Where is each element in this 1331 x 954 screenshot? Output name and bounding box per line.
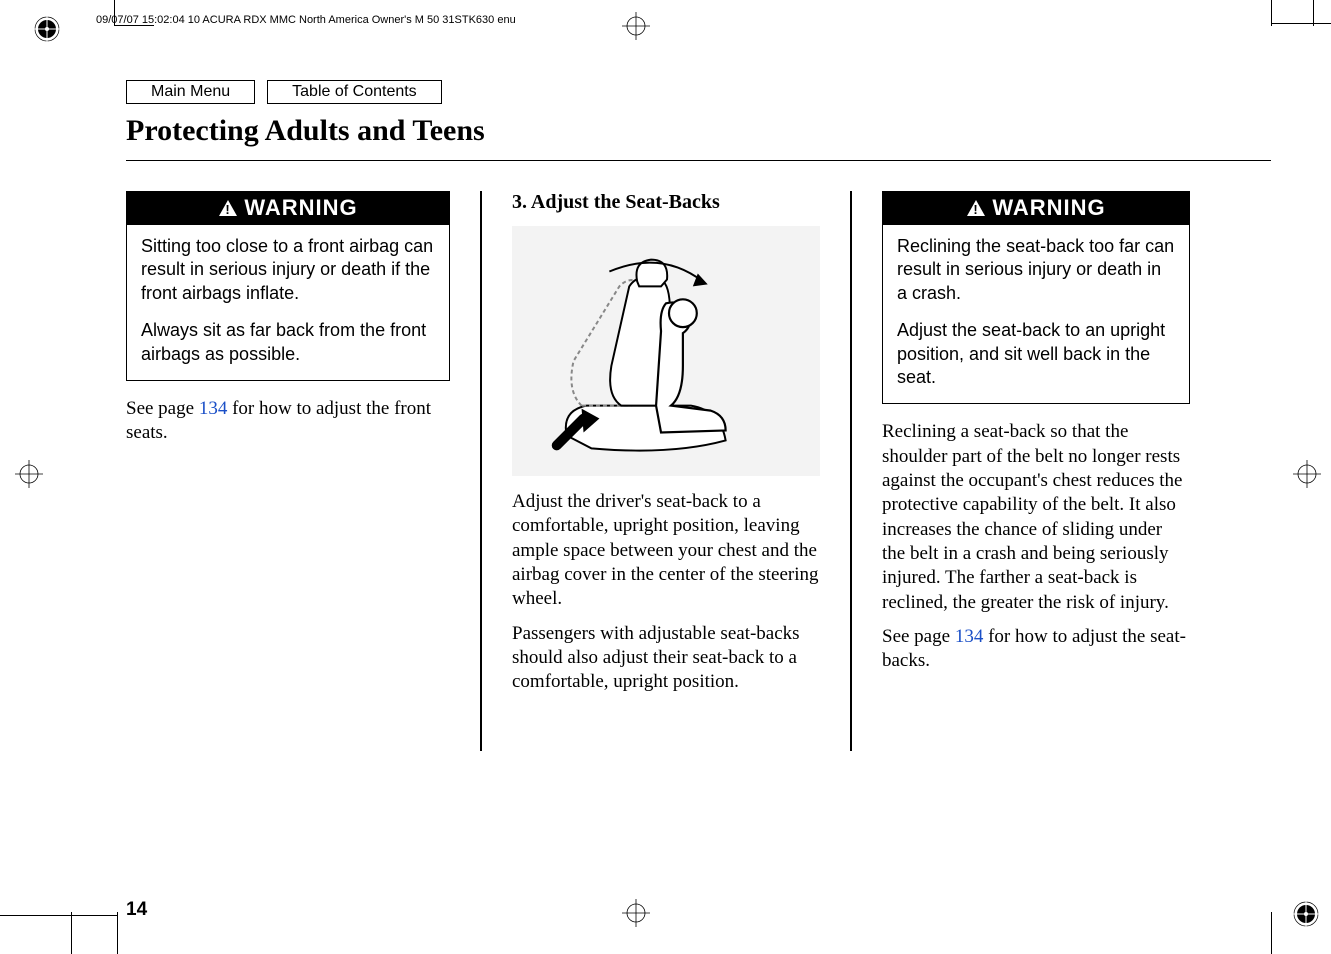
column-separator	[480, 191, 482, 751]
body-text: See page 134 for how to adjust the front…	[126, 397, 450, 446]
warning-label: WARNING	[992, 195, 1105, 221]
registration-mark-icon	[1291, 899, 1321, 929]
page-title: Protecting Adults and Teens	[126, 114, 1271, 154]
warning-label: WARNING	[244, 195, 357, 221]
cross-register-icon	[622, 12, 650, 40]
warning-text: Sitting too close to a front airbag can …	[141, 235, 435, 305]
nav-buttons: Main Menu Table of Contents	[126, 80, 1271, 104]
title-rule	[126, 160, 1271, 161]
toc-button[interactable]: Table of Contents	[267, 80, 442, 104]
warning-header: ! WARNING	[883, 192, 1189, 225]
warning-triangle-icon: !	[966, 199, 986, 217]
warning-body: Reclining the seat-back too far can resu…	[883, 225, 1189, 403]
warning-body: Sitting too close to a front airbag can …	[127, 225, 449, 380]
crop-mark	[0, 912, 72, 954]
column-3: ! WARNING Reclining the seat-back too fa…	[866, 191, 1206, 751]
warning-box-1: ! WARNING Sitting too close to a front a…	[126, 191, 450, 381]
warning-triangle-icon: !	[218, 199, 238, 217]
body-text: Reclining a seat-back so that the should…	[882, 420, 1190, 673]
page-content: Main Menu Table of Contents Protecting A…	[126, 80, 1271, 751]
warning-text: Reclining the seat-back too far can resu…	[897, 235, 1175, 305]
cross-register-icon	[15, 460, 43, 488]
seat-back-illustration	[512, 226, 820, 476]
main-menu-button[interactable]: Main Menu	[126, 80, 255, 104]
cross-register-icon	[622, 899, 650, 927]
warning-text: Always sit as far back from the front ai…	[141, 319, 435, 366]
column-separator	[850, 191, 852, 751]
svg-text:!: !	[226, 202, 231, 217]
page-link[interactable]: 134	[955, 626, 984, 647]
page-number: 14	[126, 899, 147, 921]
warning-header: ! WARNING	[127, 192, 449, 225]
body-text: Adjust the driver's seat-back to a comfo…	[512, 490, 820, 695]
page-link[interactable]: 134	[199, 398, 228, 419]
svg-text:!: !	[974, 202, 979, 217]
crop-mark	[0, 915, 118, 916]
column-1: ! WARNING Sitting too close to a front a…	[126, 191, 466, 751]
text: See page	[126, 398, 199, 419]
paragraph: Reclining a seat-back so that the should…	[882, 420, 1190, 615]
header-metadata: 09/07/07 15:02:04 10 ACURA RDX MMC North…	[96, 14, 516, 26]
warning-text: Adjust the seat-back to an upright posit…	[897, 319, 1175, 389]
text: See page	[882, 626, 955, 647]
registration-mark-icon	[32, 14, 62, 44]
paragraph: Adjust the driver's seat-back to a comfo…	[512, 490, 820, 612]
column-2: 3. Adjust the Seat-Backs	[496, 191, 836, 751]
crop-mark	[1271, 23, 1331, 24]
section-heading: 3. Adjust the Seat-Backs	[512, 191, 820, 214]
columns: ! WARNING Sitting too close to a front a…	[126, 191, 1271, 751]
paragraph: Passengers with adjustable seat-backs sh…	[512, 622, 820, 695]
warning-box-2: ! WARNING Reclining the seat-back too fa…	[882, 191, 1190, 404]
cross-register-icon	[1293, 460, 1321, 488]
